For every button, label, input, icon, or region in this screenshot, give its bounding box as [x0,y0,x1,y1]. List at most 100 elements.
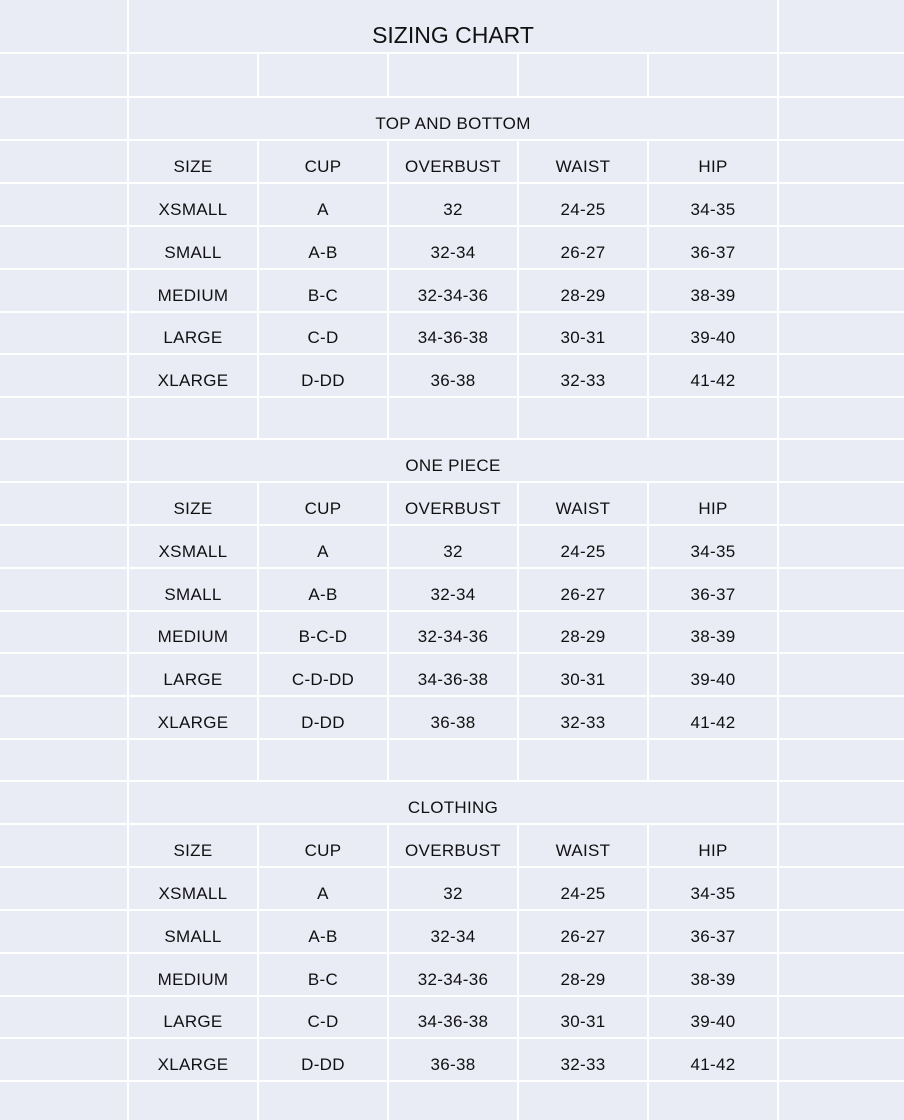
column-divider [777,269,779,312]
column-divider [777,953,779,996]
column-divider [647,269,649,312]
table-cell: 32-33 [560,1055,606,1074]
table-cell: SMALL [164,243,222,262]
column-divider [777,183,779,226]
table-cell: XLARGE [157,371,229,390]
column-divider [257,53,259,97]
column-divider [777,696,779,739]
column-divider [647,653,649,696]
column-divider [127,140,129,183]
table-cell: 36-37 [690,927,736,946]
column-divider [777,568,779,611]
column-divider [647,953,649,996]
column-header: OVERBUST [405,841,501,860]
column-divider [257,226,259,269]
column-divider [517,568,519,611]
column-divider [387,996,389,1038]
table-cell: 24-25 [560,542,606,561]
column-divider [777,781,779,824]
table-cell: 39-40 [690,328,736,347]
column-divider [647,183,649,226]
row-divider [0,182,904,184]
column-divider [127,867,129,910]
column-header: SIZE [173,841,213,860]
column-divider [257,354,259,397]
row-divider [0,311,904,313]
table-cell: 26-27 [560,927,606,946]
column-divider [257,269,259,312]
row-divider [0,524,904,526]
row-divider [0,52,904,54]
column-divider [647,1038,649,1081]
column-divider [257,910,259,953]
column-divider [387,269,389,312]
table-cell: 34-36-38 [417,328,489,347]
table-cell: A [317,200,329,219]
table-cell: 32-34-36 [417,970,489,989]
column-divider [127,0,129,53]
column-divider [257,183,259,226]
table-cell: 34-35 [690,542,736,561]
table-cell: MEDIUM [157,627,229,646]
column-divider [517,482,519,525]
column-header: HIP [698,157,728,176]
column-divider [777,910,779,953]
column-divider [127,397,129,439]
column-header: WAIST [555,157,611,176]
column-divider [387,1038,389,1081]
row-divider [0,139,904,141]
column-divider [777,1081,779,1120]
table-cell: LARGE [163,328,223,347]
column-divider [517,739,519,781]
column-divider [517,269,519,312]
table-cell: D-DD [301,713,345,732]
column-divider [647,867,649,910]
table-cell: 36-38 [430,1055,476,1074]
table-cell: LARGE [163,670,223,689]
table-cell: C-D [307,1012,339,1031]
column-divider [517,1081,519,1120]
column-divider [257,525,259,568]
column-divider [257,140,259,183]
column-divider [777,739,779,781]
column-divider [647,739,649,781]
column-divider [777,439,779,482]
table-cell: 36-37 [690,243,736,262]
column-divider [777,1038,779,1081]
column-header: WAIST [555,841,611,860]
column-divider [517,824,519,867]
table-cell: SMALL [164,585,222,604]
column-divider [647,53,649,97]
column-divider [517,226,519,269]
column-divider [127,653,129,696]
table-cell: B-C [307,286,339,305]
column-header: HIP [698,499,728,518]
table-cell: 26-27 [560,243,606,262]
column-divider [257,312,259,354]
column-divider [647,611,649,653]
column-divider [387,354,389,397]
column-divider [387,611,389,653]
row-divider [0,96,904,98]
column-divider [517,183,519,226]
table-cell: A-B [308,243,338,262]
column-divider [127,996,129,1038]
column-divider [387,312,389,354]
table-cell: 32-34 [430,243,476,262]
column-divider [387,568,389,611]
column-divider [387,183,389,226]
column-divider [517,354,519,397]
column-divider [387,140,389,183]
column-divider [257,824,259,867]
table-cell: 32-34-36 [417,286,489,305]
table-cell: A [317,542,329,561]
column-divider [387,653,389,696]
column-divider [127,97,129,140]
column-header: CUP [304,841,342,860]
column-header: OVERBUST [405,157,501,176]
table-cell: 28-29 [560,286,606,305]
column-header: CUP [304,499,342,518]
column-divider [127,953,129,996]
table-cell: D-DD [301,371,345,390]
row-divider [0,823,904,825]
